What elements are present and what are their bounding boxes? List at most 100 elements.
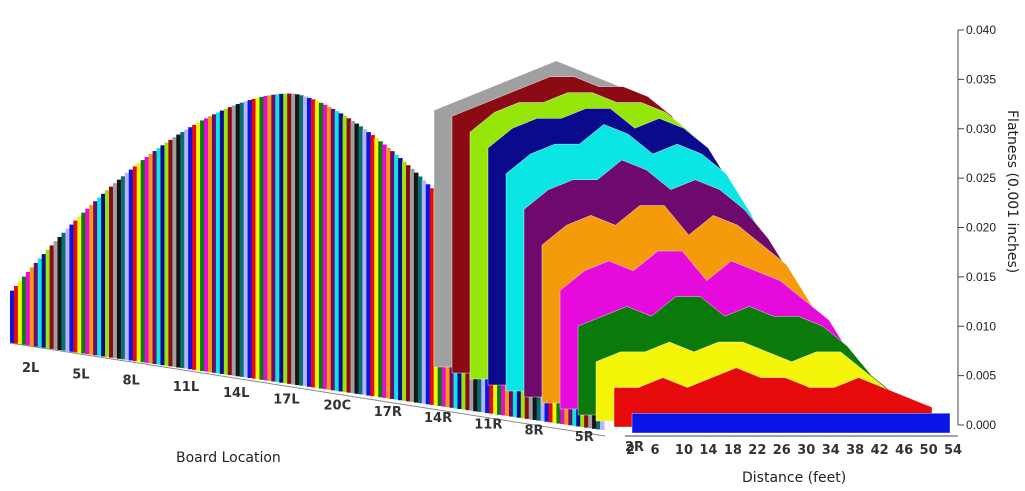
- board-slat: [120, 176, 126, 360]
- board-slat: [310, 99, 316, 388]
- board-slat: [61, 232, 67, 351]
- board-slat: [255, 97, 261, 380]
- board-slat: [105, 190, 110, 358]
- depth-tick-label: 14R: [424, 411, 452, 426]
- board-slat: [413, 172, 419, 403]
- depth-tick-label: 17R: [374, 405, 402, 420]
- board-slat: [93, 201, 98, 356]
- board-slat: [156, 148, 162, 365]
- board-slat: [303, 96, 308, 387]
- board-slat: [37, 258, 43, 348]
- distance-ribbons: [433, 60, 951, 434]
- x-tick-label: 50: [920, 443, 938, 458]
- x-tick-label: 14: [699, 443, 717, 458]
- x-tick-label: 10: [675, 443, 693, 458]
- board-slat: [366, 132, 371, 396]
- board-slat: [362, 129, 367, 395]
- board-slat: [235, 104, 241, 377]
- depth-tick-label: 2R: [625, 440, 644, 455]
- board-slat: [306, 97, 312, 387]
- board-slat: [45, 249, 51, 349]
- board-slat: [33, 262, 39, 347]
- z-tick-labels: 0.000 0.005 0.010 0.015 0.020 0.025 0.030 0.035…: [958, 23, 996, 432]
- board-slat: [211, 114, 217, 373]
- board-slat: [164, 142, 169, 366]
- board-slat: [81, 212, 86, 354]
- board-slat: [350, 120, 356, 394]
- board-slat: [374, 138, 379, 397]
- board-slat: [152, 151, 158, 365]
- x-tick-label: 26: [773, 443, 791, 458]
- board-slat: [334, 111, 340, 391]
- board-slat: [219, 110, 225, 374]
- depth-tick-label: 5L: [72, 367, 89, 382]
- depth-tick-label: 14L: [223, 386, 249, 401]
- x-tick-label: 38: [846, 443, 864, 458]
- board-slat: [207, 116, 213, 373]
- board-slat: [429, 188, 435, 405]
- board-slat: [417, 176, 423, 404]
- board-slat: [318, 102, 324, 389]
- board-slat: [314, 101, 320, 388]
- board-slat: [402, 161, 407, 401]
- x-tick-label: 18: [724, 443, 742, 458]
- board-slat: [13, 285, 19, 344]
- z-tick-label: 0.020: [966, 221, 996, 235]
- depth-tick-label: 17L: [273, 392, 299, 407]
- board-slat: [85, 208, 90, 355]
- board-slat: [89, 204, 94, 355]
- board-slat: [17, 281, 23, 345]
- board-slat: [390, 151, 395, 400]
- board-slat: [168, 139, 173, 367]
- board-slat: [116, 179, 122, 359]
- board-slat: [204, 118, 209, 372]
- board-slat: [140, 160, 146, 363]
- board-slat: [21, 276, 27, 345]
- board-slat: [144, 156, 150, 363]
- z-tick-label: 0.010: [966, 319, 996, 333]
- board-slat: [354, 123, 360, 394]
- z-tick-label: 0.015: [966, 270, 996, 284]
- board-slat: [53, 241, 59, 350]
- board-slat: [41, 254, 47, 348]
- x-tick-label: 22: [748, 443, 766, 458]
- board-slat: [200, 120, 205, 372]
- depth-tick-label: 8L: [123, 374, 140, 389]
- board-slat: [132, 166, 138, 362]
- depth-tick-label: 5R: [575, 430, 594, 445]
- board-slat: [295, 94, 300, 386]
- board-slat: [49, 245, 55, 349]
- board-slat: [271, 94, 276, 382]
- board-slat: [394, 154, 399, 400]
- z-tick-label: 0.030: [966, 122, 996, 136]
- series-ribbon: [631, 413, 951, 434]
- z-tick-label: 0.005: [966, 369, 996, 383]
- board-slat: [223, 108, 229, 375]
- board-slat: [398, 158, 403, 401]
- board-slat: [227, 107, 233, 376]
- depth-tick-label: 2L: [22, 361, 39, 376]
- x-tick-label: 6: [650, 443, 659, 458]
- board-slat: [382, 144, 387, 398]
- board-slat: [322, 104, 328, 390]
- board-slat: [338, 113, 344, 392]
- board-slat: [196, 122, 201, 371]
- board-slat: [108, 186, 114, 358]
- board-slat: [259, 96, 264, 380]
- board-slat: [370, 135, 375, 397]
- board-slat: [287, 93, 292, 384]
- z-tick-label: 0.025: [966, 171, 996, 185]
- board-slat: [291, 93, 296, 385]
- board-slat: [124, 172, 130, 360]
- z-tick-label: 0.035: [966, 72, 996, 86]
- board-slat: [184, 129, 189, 369]
- board-slat: [128, 169, 134, 361]
- x-tick-label: 2: [626, 443, 635, 458]
- x-tick-label: 30: [797, 443, 815, 458]
- board-slat: [330, 108, 336, 391]
- board-slat: [77, 216, 82, 353]
- board-slat: [342, 115, 348, 393]
- x-tick-label: 54: [944, 443, 962, 458]
